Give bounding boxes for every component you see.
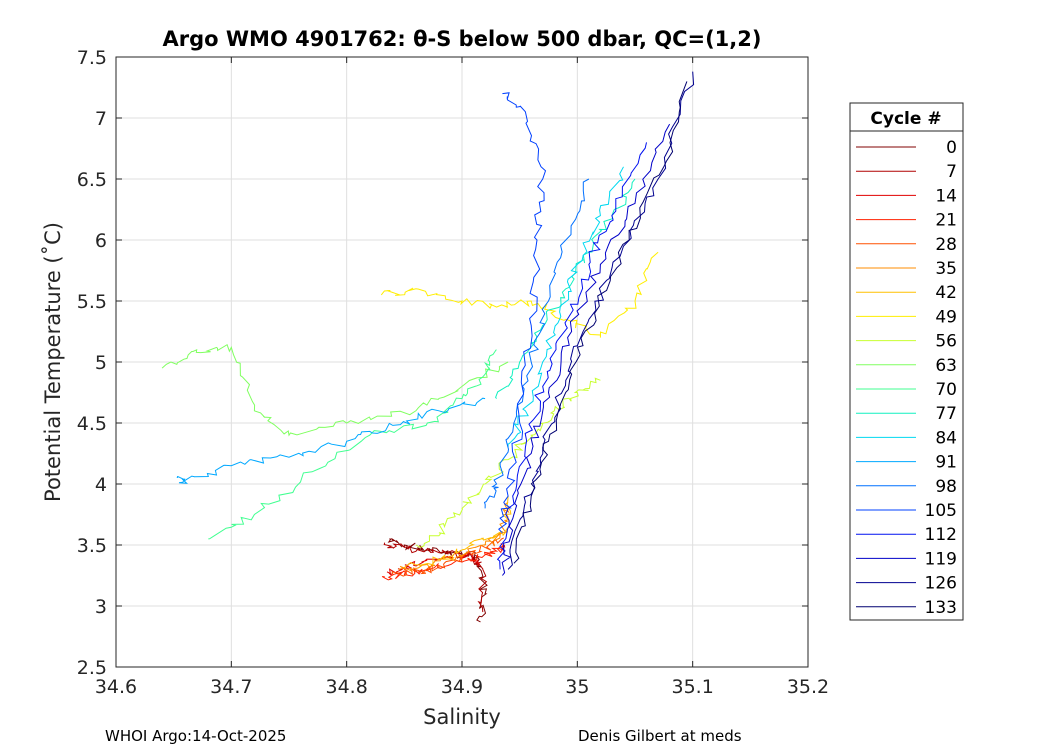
y-tick-label: 4 xyxy=(95,474,107,496)
legend-label-133: 133 xyxy=(925,598,957,618)
footer-right: Denis Gilbert at meds xyxy=(578,727,742,745)
series-line-cycle-98 xyxy=(483,178,590,509)
legend-label-84: 84 xyxy=(935,428,957,448)
legend-label-77: 77 xyxy=(935,404,957,424)
legend-label-42: 42 xyxy=(935,283,957,303)
footer-left: WHOI Argo:14-Oct-2025 xyxy=(105,727,286,745)
x-tick-label: 35.1 xyxy=(672,676,714,698)
y-tick-label: 5 xyxy=(95,352,107,374)
legend-label-0: 0 xyxy=(946,138,957,158)
series-line-cycle-133 xyxy=(513,81,688,564)
legend-label-56: 56 xyxy=(935,332,957,352)
series-line-cycle-91 xyxy=(176,397,486,484)
series-line-cycle-56 xyxy=(415,377,601,548)
legend-label-126: 126 xyxy=(925,574,957,594)
y-tick-label: 5.5 xyxy=(77,291,107,313)
legend-label-91: 91 xyxy=(935,453,957,473)
series-line-cycle-21 xyxy=(381,543,506,581)
y-axis-label: Potential Temperature (˚C) xyxy=(41,222,65,502)
legend-label-112: 112 xyxy=(925,525,957,545)
y-tick-label: 6.5 xyxy=(77,169,107,191)
x-tick-label: 34.8 xyxy=(326,676,368,698)
x-tick-label: 35 xyxy=(565,676,589,698)
series-line-cycle-126 xyxy=(507,71,695,570)
series-lines xyxy=(161,71,695,623)
y-tick-label: 7 xyxy=(95,108,107,130)
legend-label-35: 35 xyxy=(935,259,957,279)
y-tick-label: 7.5 xyxy=(77,47,107,69)
series-line-cycle-84 xyxy=(507,166,624,448)
y-tick-label: 3 xyxy=(95,596,107,618)
y-tick-label: 2.5 xyxy=(77,657,107,679)
series-line-cycle-70 xyxy=(208,349,497,540)
legend-label-119: 119 xyxy=(925,549,957,569)
x-axis-label: Salinity xyxy=(423,705,501,729)
y-tick-label: 6 xyxy=(95,230,107,252)
series-line-cycle-49 xyxy=(380,251,659,338)
chart-title: Argo WMO 4901762: θ-S below 500 dbar, QC… xyxy=(163,27,762,51)
legend-label-49: 49 xyxy=(935,307,957,327)
series-line-cycle-28 xyxy=(391,537,505,577)
legend-label-98: 98 xyxy=(935,477,957,497)
legend-entries: 0 7 14 21 28 35 42 49 56 63 70 77 84 91 98 105 112 119 126… xyxy=(856,138,957,618)
legend-label-70: 70 xyxy=(935,380,957,400)
x-tick-label: 35.2 xyxy=(787,676,829,698)
series-line-cycle-119 xyxy=(501,123,671,576)
legend-title: Cycle # xyxy=(870,109,941,129)
y-tick-label: 3.5 xyxy=(77,535,107,557)
axis-ticks: 34.6 34.7 34.8 34.9 35 35.1 35.2 2.5 3 3.5 4 4.5 5 5.… xyxy=(77,47,829,698)
x-tick-label: 34.7 xyxy=(210,676,252,698)
x-tick-label: 34.9 xyxy=(441,676,483,698)
series-line-cycle-105 xyxy=(498,92,547,534)
legend-label-63: 63 xyxy=(935,356,957,376)
series-line-cycle-63 xyxy=(161,343,509,437)
legend-label-28: 28 xyxy=(935,235,957,255)
legend-label-7: 7 xyxy=(946,162,957,182)
x-tick-label: 34.6 xyxy=(95,676,137,698)
legend-label-14: 14 xyxy=(935,186,957,206)
series-line-cycle-112 xyxy=(496,142,647,570)
legend-label-105: 105 xyxy=(925,501,957,521)
series-line-cycle-7 xyxy=(383,542,488,613)
legend: Cycle # 0 7 14 21 28 35 42 49 56 63 70 77 84 91 98 105 1… xyxy=(849,102,964,621)
y-tick-label: 4.5 xyxy=(77,413,107,435)
legend-label-21: 21 xyxy=(935,211,957,231)
